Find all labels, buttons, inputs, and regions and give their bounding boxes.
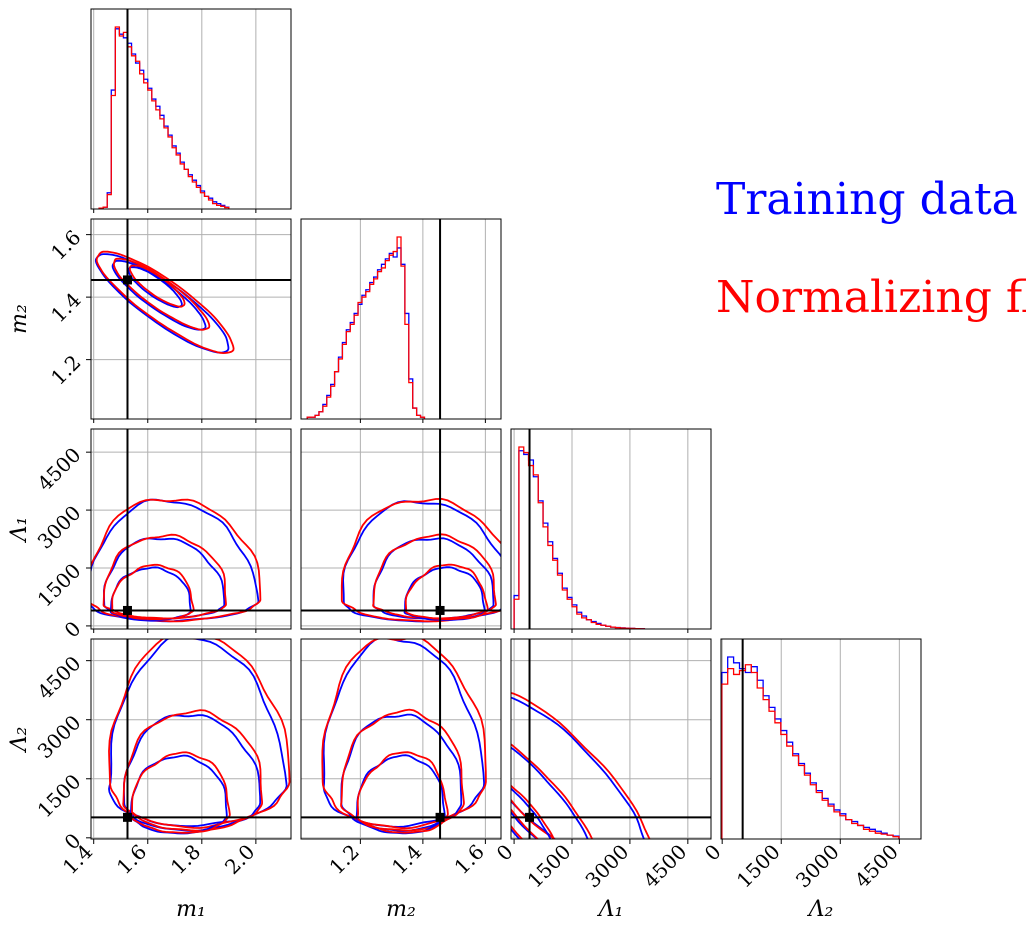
panel-bg [511,639,711,839]
panel-frame [510,638,712,840]
y-tick-label-m2: 1.6 [46,225,85,264]
truth-marker [122,275,132,285]
y-tick-label-Λ2: 3000 [33,710,86,763]
y-tick-label-Λ1: 0 [60,616,86,642]
panel-Λ2-vs-m2 [300,638,502,840]
contour-flow-3 [511,784,555,839]
hist-flow-m1 [98,26,230,209]
hist-flow-Λ2 [721,664,900,839]
x-tick-label-m2: 1.2 [324,840,363,879]
contour-training-3 [511,787,552,839]
panel-frame [720,638,922,840]
panel-bg [301,639,501,839]
contour-flow-1 [95,250,235,355]
x-tick-label-Λ1: 1500 [523,840,576,893]
y-tick-label-m2: 1.2 [46,350,85,389]
contour-flow-2 [340,708,465,832]
x-tick-label-m1: 1.8 [166,840,205,879]
panel-bg [91,9,291,209]
truth-marker [435,812,445,822]
x-tick-label-m2: 1.4 [387,840,426,879]
contour-flow-1 [108,639,291,829]
contour-flow-3 [356,751,449,834]
panel-m2-vs-m1 [90,218,292,420]
hist-panel-Λ2 [720,638,922,840]
x-tick-label-Λ1: 4500 [638,840,691,893]
panel-bg [301,429,501,629]
contour-flow-2 [372,533,497,620]
contour-flow-2 [112,257,211,331]
y-axis-label-Λ1: Λ₁ [7,517,32,544]
panel-Λ1-vs-m1 [90,428,292,630]
x-axis-label-Λ1: Λ₁ [597,897,624,922]
panel-frame [300,428,502,630]
panel-Λ1-vs-m2 [300,428,502,630]
legend-training: Training data [716,174,1018,225]
contours [91,498,262,623]
contour-flow-1 [511,692,651,839]
x-tick-label-Λ2: 3000 [791,840,844,893]
contour-training-1 [511,696,645,839]
hist-flow-m2 [306,236,426,419]
truth-marker [435,605,445,615]
contours [511,692,651,839]
y-tick-label-m2: 1.4 [46,288,85,327]
y-axis-label-Λ2: Λ₂ [7,727,32,754]
contour-flow-3 [129,264,186,308]
contour-training-1 [94,253,230,354]
contours [340,497,501,623]
panel-Λ2-vs-Λ1 [510,638,712,840]
contour-training-3 [127,266,183,309]
x-axis-label-m1: m₁ [176,897,206,922]
panel-frame [300,638,502,840]
y-tick-label-Λ2: 1500 [33,769,86,822]
hist-panel-Λ1 [510,428,712,630]
x-axis-label-m2: m₂ [386,897,416,922]
contour-training-2 [111,259,207,331]
y-tick-label-Λ1: 3000 [33,501,86,554]
panel-bg [91,219,291,419]
panel-frame [510,428,712,630]
hist-panel-m2 [300,218,502,420]
panel-frame [90,8,292,210]
legend-flow: Normalizing flow [716,272,1026,323]
contour-flow-2 [511,743,594,839]
contour-flow-2 [102,533,227,620]
y-tick-label-Λ2: 4500 [33,651,86,704]
y-tick-label-Λ1: 1500 [33,559,86,612]
panel-bg [511,429,711,629]
panel-Λ2-vs-m1 [90,638,292,840]
y-tick-label-Λ1: 4500 [33,443,86,496]
contour-flow-2 [122,709,264,832]
panel-frame [90,638,292,840]
x-tick-label-Λ1: 3000 [580,840,633,893]
contour-training-2 [511,746,589,839]
contours [94,250,235,355]
y-axis-label-m2: m₂ [7,304,32,334]
contour-flow-1 [91,498,262,623]
panel-frame [300,218,502,420]
x-tick-label-m2: 1.6 [449,840,488,879]
x-tick-label-m1: 2.0 [220,840,259,879]
x-tick-label-Λ2: 1500 [732,840,785,893]
x-axis-label-Λ2: Λ₂ [807,897,834,922]
x-tick-label-m1: 1.6 [112,840,151,879]
panel-frame [90,218,292,420]
truth-marker [122,605,132,615]
x-tick-label-Λ2: 4500 [850,840,903,893]
hist-flow-Λ1 [513,446,646,630]
truth-marker [525,812,535,822]
panel-frame [90,428,292,630]
truth-marker [122,812,132,822]
hist-panel-m1 [90,8,292,210]
